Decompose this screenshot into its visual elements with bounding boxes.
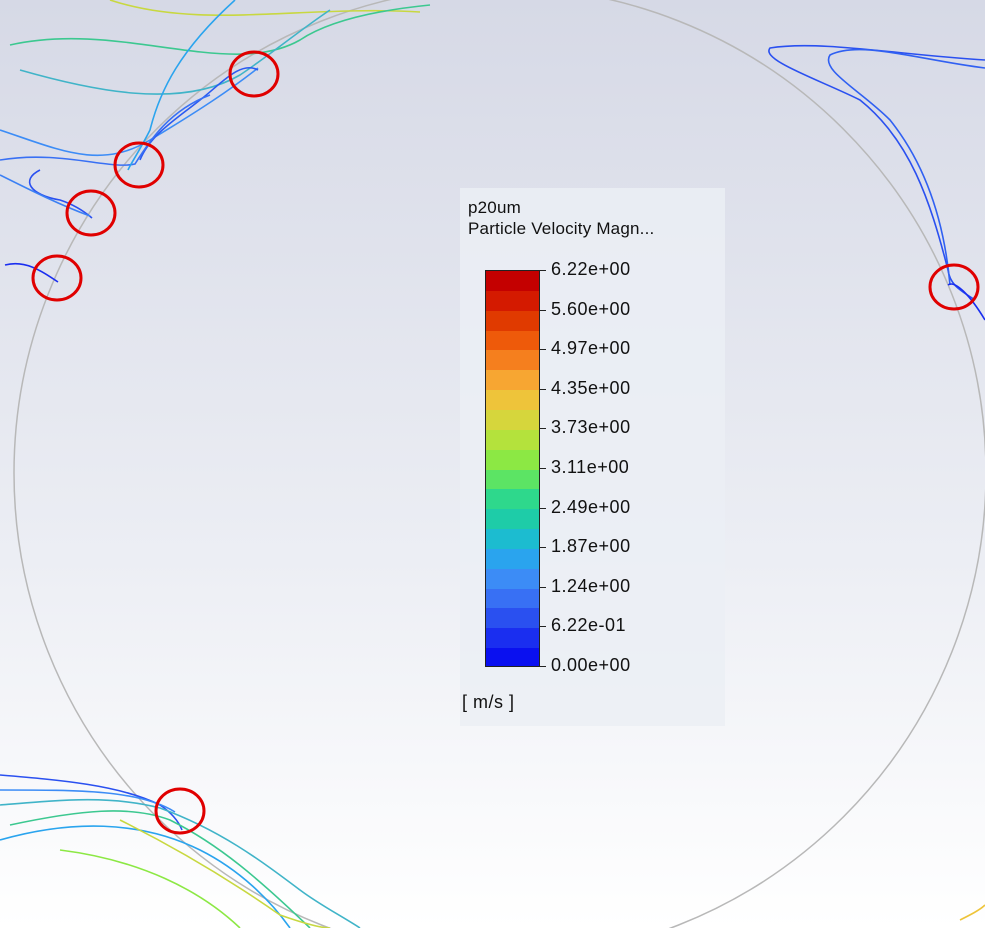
domain-outline <box>13 0 985 928</box>
colorbar-tick <box>540 468 546 469</box>
colorbar-tick-label: 0.00e+00 <box>551 655 631 675</box>
endpoint-marker[interactable] <box>31 254 83 302</box>
colorbar-tick-label: 4.35e+00 <box>551 377 631 398</box>
colorbar-band <box>486 390 539 411</box>
track <box>0 798 361 928</box>
colorbar-tick-label: 6.22e+00 <box>551 259 631 279</box>
colorbar-band <box>486 608 539 629</box>
color-legend[interactable]: p20um Particle Velocity Magn... 6.22e+00… <box>460 188 725 726</box>
track <box>0 774 183 831</box>
colorbar-tick <box>540 270 546 271</box>
track <box>127 0 236 171</box>
colorbar-band <box>486 588 539 609</box>
colorbar-tick <box>540 547 546 549</box>
colorbar-tick-label: 1.24e+00 <box>551 575 631 596</box>
track <box>827 48 985 286</box>
colorbar-band <box>486 290 539 312</box>
colorbar-band <box>486 469 539 490</box>
track <box>0 825 291 928</box>
colorbar-band <box>486 271 539 292</box>
colorbar-tick <box>540 349 546 351</box>
colorbar-band <box>486 568 539 590</box>
colorbar-band <box>486 370 539 391</box>
colorbar-band <box>486 449 539 470</box>
colorbar-tick-label: 5.60e+00 <box>551 298 631 319</box>
colorbar-band <box>486 529 539 550</box>
endpoint-marker[interactable] <box>228 50 280 98</box>
colorbar-tick-label: 3.73e+00 <box>551 417 631 438</box>
track <box>959 904 985 921</box>
colorbar-tick <box>540 309 546 311</box>
track <box>119 819 331 928</box>
colorbar-band <box>486 409 539 431</box>
track <box>109 0 421 16</box>
colorbar-band <box>486 648 539 666</box>
legend-quantity: Particle Velocity Magn... <box>468 219 655 238</box>
colorbar-tick <box>540 507 546 509</box>
colorbar-band <box>486 628 539 649</box>
colorbar-tick <box>540 626 546 628</box>
colorbar-tick <box>540 666 546 667</box>
colorbar-tick <box>540 586 546 588</box>
colorbar-tick-label: 3.11e+00 <box>551 457 630 477</box>
colorbar-band <box>486 509 539 530</box>
track <box>19 9 331 95</box>
colorbar-band <box>486 350 539 371</box>
colorbar-band <box>486 310 539 332</box>
colorbar-tick-label: 4.97e+00 <box>551 338 631 359</box>
colorbar-tick-label: 6.22e-01 <box>551 615 627 636</box>
track <box>0 67 259 157</box>
colorbar <box>485 270 540 667</box>
legend-units: [ m/s ] <box>462 692 515 712</box>
colorbar-band <box>486 548 539 570</box>
track <box>947 283 985 321</box>
colorbar-band <box>486 489 539 510</box>
endpoint-marker[interactable] <box>154 787 206 835</box>
endpoint-marker[interactable] <box>65 189 117 237</box>
colorbar-tick-label: 1.87e+00 <box>551 536 631 557</box>
endpoint-marker[interactable] <box>928 263 980 311</box>
track <box>59 849 241 928</box>
colorbar-tick <box>540 388 546 390</box>
track <box>28 169 93 219</box>
track <box>4 263 59 283</box>
colorbar-band <box>486 429 539 451</box>
endpoint-marker[interactable] <box>113 141 165 189</box>
colorbar-tick-label: 2.49e+00 <box>551 496 631 517</box>
colorbar-tick <box>540 428 546 430</box>
legend-name: p20um <box>468 198 521 217</box>
track <box>9 810 311 928</box>
track <box>0 174 91 217</box>
track <box>0 94 211 166</box>
endpoint-markers <box>31 50 980 835</box>
track <box>0 789 176 813</box>
colorbar-band <box>486 330 539 351</box>
